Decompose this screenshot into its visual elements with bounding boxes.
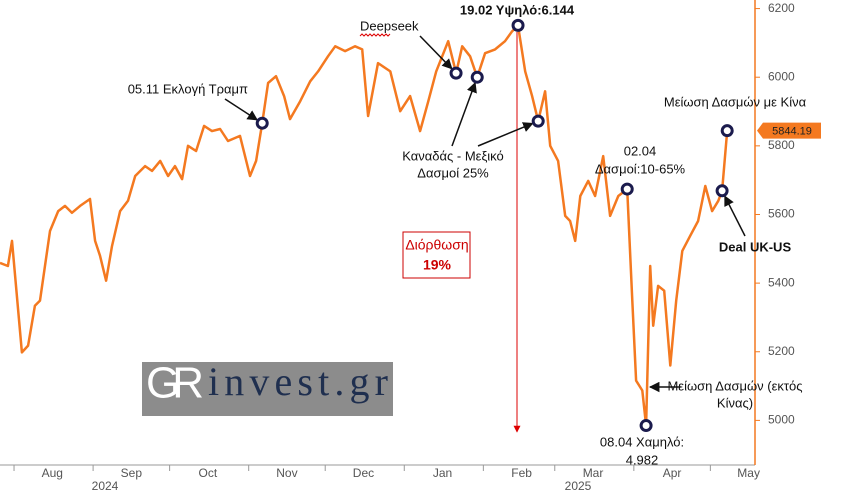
x-tick-label: Apr bbox=[663, 466, 682, 480]
x-tick-label: Mar bbox=[583, 466, 604, 480]
annotation-marker bbox=[720, 124, 734, 138]
annotation-text: Δασμοί:10-65% bbox=[595, 161, 686, 176]
last-value-label: 5844.19 bbox=[772, 126, 812, 138]
x-tick-label: Oct bbox=[199, 466, 218, 480]
spell-underline bbox=[359, 33, 391, 37]
x-tick-label: Aug bbox=[42, 466, 63, 480]
annotation-arrow bbox=[477, 122, 534, 147]
annotation-arrow bbox=[451, 81, 477, 147]
annotation-text: 08.04 Χαμηλό: bbox=[600, 434, 684, 449]
annotation-marker bbox=[715, 184, 729, 198]
x-tick-label: Jan bbox=[433, 466, 452, 480]
price-line bbox=[0, 24, 729, 427]
y-tick-label: 5400 bbox=[768, 275, 795, 289]
annotation-text: Μείωση Δασμών (εκτός bbox=[667, 378, 802, 393]
annotation-text: Δασμοί 25% bbox=[417, 165, 489, 180]
annotation-arrow bbox=[419, 35, 453, 70]
annotation-text: Deal UK-US bbox=[719, 239, 792, 254]
annotation-text: Καναδάς - Μεξικό bbox=[402, 148, 504, 163]
y-tick-label: 5800 bbox=[768, 138, 795, 152]
annotation-marker bbox=[620, 182, 634, 196]
y-tick-label: 6000 bbox=[768, 69, 795, 83]
annotation-arrow bbox=[224, 98, 259, 121]
y-tick-label: 5600 bbox=[768, 207, 795, 221]
year-label: 2024 bbox=[92, 479, 119, 493]
x-tick-label: Dec bbox=[353, 466, 374, 480]
annotation-marker bbox=[511, 18, 525, 32]
x-tick-label: Nov bbox=[276, 466, 297, 480]
annotation-text: 05.11 Εκλογή Τραμπ bbox=[128, 81, 248, 96]
watermark-box bbox=[142, 362, 393, 416]
annotation-text: 4.982 bbox=[626, 452, 659, 467]
annotation-marker bbox=[639, 419, 653, 433]
year-label: 2025 bbox=[565, 479, 592, 493]
y-tick-label: 6200 bbox=[768, 1, 795, 15]
annotation-marker bbox=[470, 70, 484, 84]
annotation-marker bbox=[449, 66, 463, 80]
y-tick-label: 5200 bbox=[768, 344, 795, 358]
correction-box bbox=[402, 231, 471, 279]
annotation-text: Κίνας) bbox=[717, 395, 753, 410]
last-value-tag bbox=[757, 122, 821, 139]
x-tick-label: Feb bbox=[511, 466, 532, 480]
y-tick-label: 5000 bbox=[768, 413, 795, 427]
annotation-text: 02.04 bbox=[624, 143, 657, 158]
x-tick-label: May bbox=[737, 466, 760, 480]
annotation-text: Deepseek bbox=[360, 18, 419, 33]
annotation-arrow bbox=[724, 195, 746, 237]
watermark-site: invest.gr bbox=[208, 359, 388, 404]
x-tick-label: Sep bbox=[121, 466, 143, 480]
annotation-text: 19.02 Υψηλό:6.144 bbox=[460, 2, 575, 17]
annotation-text: Μείωση Δασμών με Κίνα bbox=[664, 94, 807, 109]
annotation-marker bbox=[531, 114, 545, 128]
correction-title: Διόρθωση bbox=[405, 237, 468, 253]
watermark-gr: GR bbox=[146, 359, 204, 408]
annotation-marker bbox=[255, 116, 269, 130]
correction-percent: 19% bbox=[423, 257, 452, 273]
